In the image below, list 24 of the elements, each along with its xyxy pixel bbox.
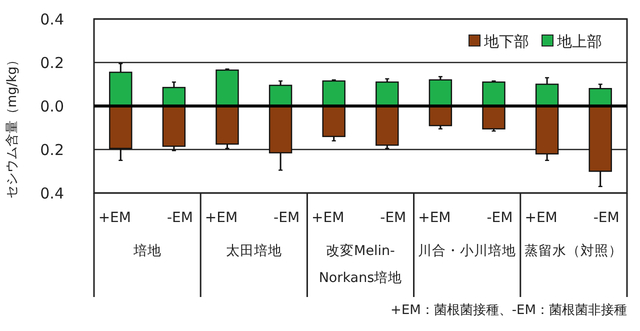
text: 川合・小川培地 — [418, 243, 516, 259]
x-tick-label: -EM — [486, 210, 513, 226]
legend-label: 地上部 — [556, 32, 602, 50]
x-tick-label: -EM — [380, 210, 406, 226]
x-tick-label: +EM — [204, 210, 238, 226]
x-tick-label: +EM — [418, 210, 451, 226]
y-axis-title: セシウム含量（mg/kg） — [5, 53, 20, 199]
y-tick-label: 0.4 — [40, 10, 64, 28]
x-tick-label: +EM — [98, 210, 131, 226]
x-tick-label: -EM — [274, 210, 300, 226]
y-tick-label: 0.0 — [40, 97, 64, 116]
text: 太田培地 — [226, 243, 282, 259]
text: 改変Melin-Norkans培地 — [318, 243, 402, 286]
x-tick-label: +EM — [312, 210, 344, 226]
y-tick-label: 0.2 — [40, 140, 64, 159]
text: +EM：菌根菌接種、-EM：菌根菌非接種 — [390, 303, 627, 318]
legend-label: 地下部 — [483, 32, 529, 50]
x-tick-label: +EM — [524, 210, 558, 226]
y-tick-label: 0.2 — [40, 54, 64, 72]
x-tick-label: -EM — [593, 210, 620, 226]
x-tick-label: -EM — [166, 210, 193, 226]
y-tick-label: 0.4 — [40, 184, 64, 202]
text: 培地 — [132, 243, 162, 259]
text: 蒸留水（対照） — [524, 243, 623, 259]
